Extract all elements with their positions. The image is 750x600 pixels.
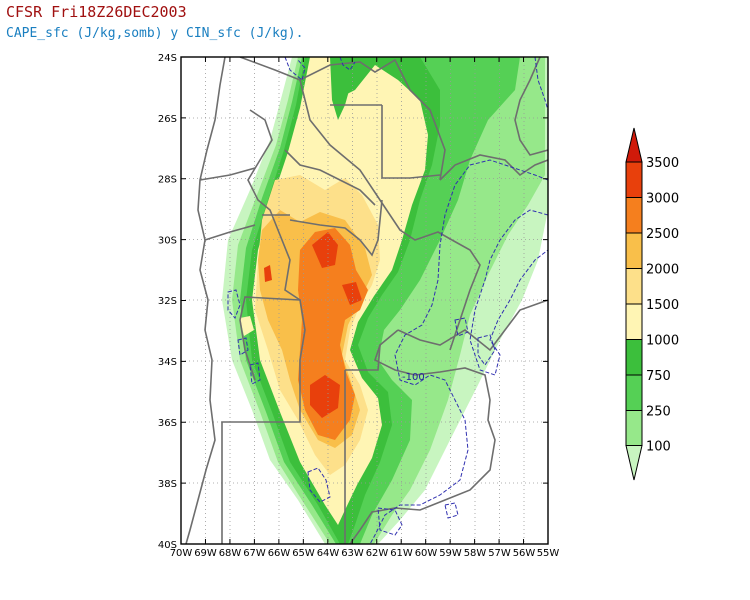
- colorbar-legend: [625, 127, 643, 481]
- colorbar-box-2500: [625, 232, 643, 269]
- y-tick-label: 32S: [158, 296, 177, 307]
- cape-3500-band: [312, 232, 338, 268]
- y-tick-label: 30S: [158, 236, 177, 247]
- y-tick-label: 34S: [158, 357, 177, 368]
- map-subtitle: CAPE_sfc (J/kg,somb) y CIN_sfc (J/kg).: [6, 26, 304, 41]
- x-tick-label: 63W: [341, 548, 364, 559]
- colorbar-box-1000: [625, 339, 643, 376]
- colorbar-label: 2000: [646, 263, 679, 278]
- colorbar-label: 3500: [646, 156, 679, 171]
- x-tick-label: 60W: [415, 548, 438, 559]
- colorbar-label: 100: [646, 440, 671, 455]
- y-tick-label: 40S: [158, 540, 177, 551]
- x-tick-label: 59W: [439, 548, 462, 559]
- x-tick-label: 57W: [488, 548, 511, 559]
- x-tick-label: 66W: [268, 548, 291, 559]
- x-tick-label: 62W: [366, 548, 389, 559]
- political-borders: [185, 57, 548, 544]
- x-tick-label: 69W: [194, 548, 217, 559]
- y-tick-labels: 24S 26S 28S 30S 32S 34S 36S 38S 40S: [158, 53, 177, 551]
- colorbar-labels: 3500 3000 2500 2000 1500 1000 750 250 10…: [646, 156, 679, 455]
- colorbar-label: 2500: [646, 227, 679, 242]
- y-tick-label: 24S: [158, 53, 177, 64]
- x-tick-label: 55W: [537, 548, 560, 559]
- y-tick-label: 36S: [158, 418, 177, 429]
- cin-contours: [227, 57, 548, 544]
- x-tick-label: 61W: [390, 548, 413, 559]
- colorbar-box-1500: [625, 303, 643, 340]
- x-tick-label: 58W: [464, 548, 487, 559]
- colorbar-label: 1500: [646, 298, 679, 313]
- y-tick-label: 26S: [158, 114, 177, 125]
- colorbar-label: 3000: [646, 192, 679, 207]
- colorbar-box-250: [625, 410, 643, 446]
- x-tick-label: 68W: [219, 548, 242, 559]
- y-tick-label: 28S: [158, 175, 177, 186]
- x-tick-label: 70W: [170, 548, 193, 559]
- cin-contour-label: -100: [402, 372, 425, 383]
- colorbar-box-2000: [625, 268, 643, 305]
- colorbar-label: 750: [646, 369, 671, 384]
- x-tick-label: 67W: [243, 548, 266, 559]
- colorbar-bottom-arrow: [625, 445, 643, 481]
- colorbar-label: 250: [646, 405, 671, 420]
- x-tick-label: 65W: [292, 548, 315, 559]
- x-tick-label: 56W: [513, 548, 536, 559]
- axis-ticks: [180, 56, 549, 545]
- colorbar-box-3000: [625, 197, 643, 234]
- colorbar-top-arrow: [625, 127, 643, 163]
- colorbar-label: 1000: [646, 334, 679, 349]
- map-title: CFSR Fri18Z26DEC2003: [6, 3, 187, 21]
- x-tick-label: 64W: [317, 548, 340, 559]
- y-tick-label: 38S: [158, 479, 177, 490]
- x-tick-labels: 70W 69W 68W 67W 66W 65W 64W 63W 62W 61W …: [170, 548, 560, 559]
- cape-field: [222, 57, 548, 544]
- colorbar-box-750: [625, 374, 643, 411]
- colorbar-box-3500: [625, 161, 643, 198]
